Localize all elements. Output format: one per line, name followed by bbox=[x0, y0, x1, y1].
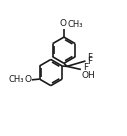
Text: CH₃: CH₃ bbox=[9, 75, 24, 84]
Text: OH: OH bbox=[82, 71, 95, 80]
Text: F: F bbox=[87, 57, 92, 66]
Text: F: F bbox=[87, 53, 92, 62]
Text: F: F bbox=[83, 63, 88, 72]
Text: O: O bbox=[24, 75, 31, 84]
Text: CH₃: CH₃ bbox=[68, 20, 83, 29]
Text: O: O bbox=[60, 19, 67, 28]
